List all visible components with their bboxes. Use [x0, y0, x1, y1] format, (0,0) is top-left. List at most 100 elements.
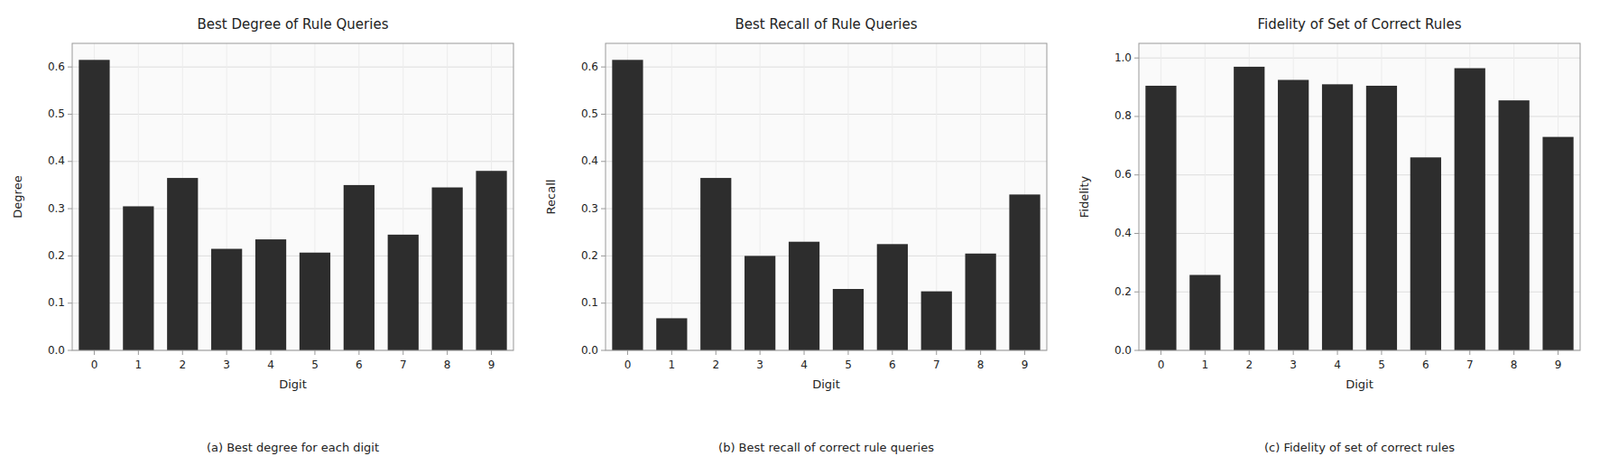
x-tick-label: 4	[1333, 358, 1342, 371]
y-tick	[67, 255, 73, 257]
bars	[78, 59, 507, 351]
x-axis-label: Digit	[278, 377, 307, 391]
x-tick-label: 1	[668, 358, 676, 371]
y-axis-label: Fidelity	[1077, 175, 1092, 218]
y-tick-label: 0.0	[47, 343, 65, 357]
y-tick-label: 0.3	[47, 202, 65, 215]
x-tick	[1513, 350, 1515, 355]
y-tick-label: 0.4	[47, 154, 65, 167]
figure: 0.00.10.20.30.40.50.60123456789Best Degr…	[0, 0, 1600, 475]
x-tick	[804, 350, 805, 355]
x-tick	[314, 350, 315, 355]
x-tick	[715, 350, 717, 355]
x-tick	[138, 350, 139, 355]
x-tick	[490, 350, 492, 355]
y-tick	[1134, 350, 1139, 352]
bar	[166, 177, 198, 351]
bar	[965, 253, 997, 351]
bar	[211, 249, 242, 351]
bar	[1410, 157, 1442, 351]
plot-frame	[1138, 43, 1581, 351]
x-tick	[980, 350, 981, 355]
bar	[255, 239, 287, 351]
y-tick	[601, 302, 606, 304]
y-tick	[601, 160, 606, 162]
y-tick-label: 0.6	[47, 60, 65, 74]
x-tick	[1248, 350, 1250, 355]
y-tick	[67, 113, 73, 115]
bar	[877, 243, 908, 351]
x-tick	[358, 350, 360, 355]
plot-area	[72, 43, 514, 351]
bar	[788, 241, 820, 351]
y-tick-label: 0.2	[47, 249, 65, 262]
y-tick	[67, 160, 73, 162]
x-tick	[182, 350, 184, 355]
caption: (c) Fidelity of set of correct rules	[1264, 440, 1455, 454]
bar	[78, 59, 110, 351]
bar	[343, 184, 375, 351]
x-tick-label: 4	[800, 358, 808, 371]
y-tick	[1134, 232, 1139, 234]
bar	[1498, 100, 1530, 351]
bar	[388, 234, 419, 351]
y-tick-label: 0.2	[581, 249, 599, 262]
y-tick-label: 0.4	[1114, 226, 1132, 240]
y-tick-label: 0.3	[581, 202, 599, 215]
x-tick-label: 5	[1378, 358, 1386, 371]
x-tick	[891, 350, 893, 355]
plot-frame	[605, 43, 1047, 351]
x-tick	[226, 350, 228, 355]
y-axis-label: Degree	[10, 175, 25, 218]
bar	[432, 187, 463, 351]
y-tick-label: 0.4	[581, 154, 599, 167]
bar	[1322, 83, 1353, 351]
x-tick	[446, 350, 448, 355]
x-tick	[1424, 350, 1426, 355]
x-tick	[1204, 350, 1206, 355]
caption: (b) Best recall of correct rule queries	[718, 440, 935, 454]
bars	[611, 59, 1040, 351]
x-tick-label: 7	[933, 358, 941, 371]
y-tick	[67, 350, 73, 352]
bar	[1145, 85, 1176, 351]
x-tick-label: 8	[443, 358, 452, 371]
x-tick-label: 4	[267, 358, 275, 371]
x-tick-label: 2	[1245, 358, 1253, 371]
x-tick	[402, 350, 404, 355]
x-tick-label: 0	[91, 358, 99, 371]
x-tick	[270, 350, 272, 355]
y-tick-label: 0.0	[581, 343, 599, 357]
x-tick-label: 8	[1510, 358, 1518, 371]
bar	[1542, 137, 1573, 351]
x-tick	[847, 350, 849, 355]
x-tick	[627, 350, 629, 355]
x-tick-label: 5	[844, 358, 852, 371]
y-tick-label: 0.5	[581, 107, 599, 121]
x-tick	[671, 350, 673, 355]
bar	[921, 291, 953, 351]
bars	[1145, 66, 1573, 351]
x-tick-label: 3	[756, 358, 764, 371]
x-tick-label: 3	[222, 358, 231, 371]
bar	[1189, 274, 1221, 351]
bar	[832, 288, 864, 351]
bar	[1366, 85, 1397, 351]
x-tick-label: 0	[624, 358, 632, 371]
x-tick-label: 2	[712, 358, 720, 371]
y-tick-label: 1.0	[1114, 51, 1132, 65]
y-tick	[601, 208, 606, 210]
x-tick-label: 9	[1021, 358, 1029, 371]
y-tick	[1134, 291, 1139, 293]
caption: (a) Best degree for each digit	[206, 440, 380, 454]
y-tick-label: 0.0	[1114, 343, 1132, 357]
bar	[122, 205, 154, 351]
x-tick	[93, 350, 95, 355]
x-tick-label: 9	[1554, 358, 1563, 371]
y-tick-label: 0.5	[47, 107, 65, 121]
y-tick	[67, 208, 73, 210]
plot-area	[605, 43, 1047, 351]
x-tick	[1293, 350, 1295, 355]
chart-title: Best Degree of Rule Queries	[197, 16, 389, 33]
bar	[1454, 68, 1486, 351]
